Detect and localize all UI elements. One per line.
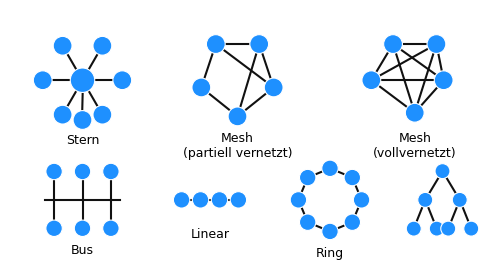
Circle shape xyxy=(406,221,421,236)
Circle shape xyxy=(264,78,283,97)
Circle shape xyxy=(74,163,90,180)
Circle shape xyxy=(435,164,450,179)
Text: Stern: Stern xyxy=(66,134,99,148)
Circle shape xyxy=(418,193,432,207)
Circle shape xyxy=(228,107,247,126)
Circle shape xyxy=(74,220,90,236)
Circle shape xyxy=(73,111,92,129)
Circle shape xyxy=(406,103,424,122)
Circle shape xyxy=(434,71,453,90)
Circle shape xyxy=(174,192,190,208)
Text: Mesh
(partiell vernetzt): Mesh (partiell vernetzt) xyxy=(183,132,292,160)
Circle shape xyxy=(300,169,316,186)
Circle shape xyxy=(93,36,112,55)
Circle shape xyxy=(290,192,306,208)
Circle shape xyxy=(384,35,402,53)
Circle shape xyxy=(102,220,119,236)
Circle shape xyxy=(452,193,467,207)
Text: Ring: Ring xyxy=(316,247,344,260)
Circle shape xyxy=(34,71,52,90)
Circle shape xyxy=(354,192,370,208)
Circle shape xyxy=(102,163,119,180)
Circle shape xyxy=(192,78,210,97)
Circle shape xyxy=(430,221,444,236)
Text: Linear: Linear xyxy=(190,228,230,241)
Circle shape xyxy=(53,105,72,124)
Circle shape xyxy=(230,192,246,208)
Circle shape xyxy=(464,221,478,236)
Circle shape xyxy=(300,214,316,230)
Circle shape xyxy=(344,214,360,230)
Circle shape xyxy=(46,220,62,236)
Circle shape xyxy=(427,35,446,53)
Circle shape xyxy=(93,105,112,124)
Circle shape xyxy=(322,160,338,176)
Circle shape xyxy=(322,223,338,240)
Circle shape xyxy=(441,221,456,236)
Circle shape xyxy=(46,163,62,180)
Circle shape xyxy=(70,68,94,92)
Circle shape xyxy=(206,35,225,53)
Circle shape xyxy=(192,192,208,208)
Text: Bus: Bus xyxy=(71,244,94,257)
Circle shape xyxy=(113,71,132,90)
Text: Mesh
(vollvernetzt): Mesh (vollvernetzt) xyxy=(373,132,456,160)
Circle shape xyxy=(53,36,72,55)
Circle shape xyxy=(250,35,268,53)
Circle shape xyxy=(362,71,380,90)
Circle shape xyxy=(212,192,228,208)
Circle shape xyxy=(344,169,360,186)
